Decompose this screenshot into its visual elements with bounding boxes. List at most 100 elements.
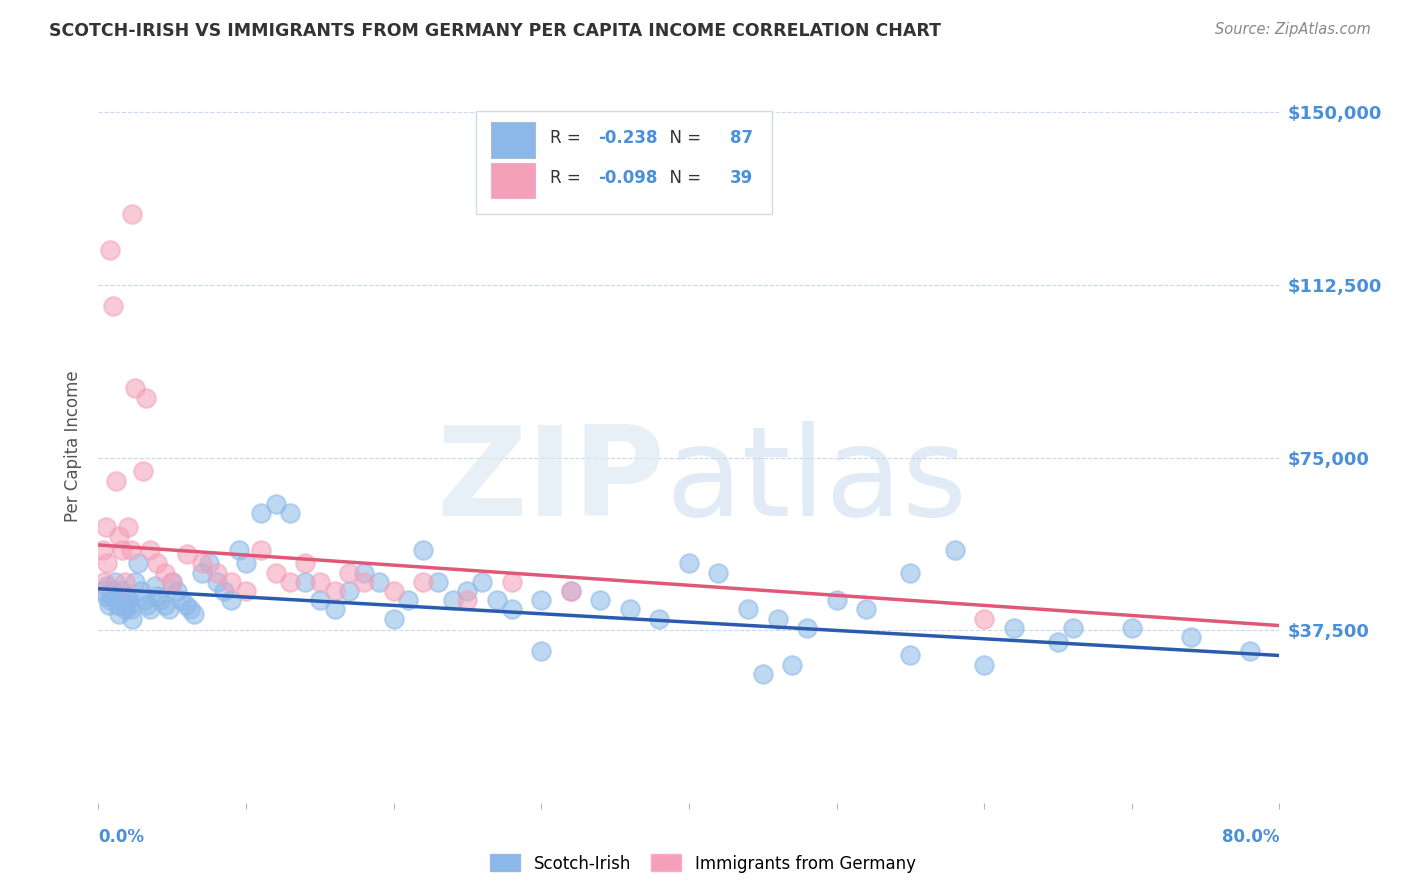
Point [782,657,804,672]
Point [501,602,523,616]
Point [120,542,142,557]
Point [412,574,434,589]
Text: Source: ZipAtlas.com: Source: ZipAtlas.com [1215,22,1371,37]
Text: N =: N = [659,169,707,187]
Point [191,557,214,571]
Text: -0.238: -0.238 [598,128,658,146]
Point [124,574,146,589]
Point [170,593,193,607]
Point [139,602,162,616]
Point [121,206,143,220]
Point [280,574,302,589]
Point [280,506,302,520]
FancyBboxPatch shape [491,162,536,198]
Point [796,621,818,635]
Point [1002,621,1025,635]
Point [294,557,316,571]
Point [100,589,122,603]
Point [294,574,316,589]
Point [619,602,641,616]
Point [205,566,228,580]
Point [114,602,136,616]
Point [157,602,180,616]
Point [589,593,612,607]
Point [678,557,700,571]
Point [427,574,450,589]
Point [486,593,509,607]
Point [129,584,152,599]
Point [134,593,156,607]
Point [441,593,464,607]
Text: atlas: atlas [665,421,967,542]
Point [179,602,201,616]
Point [221,593,243,607]
Point [127,557,149,571]
Point [121,612,143,626]
Point [117,593,139,607]
Point [752,666,775,681]
Point [96,557,118,571]
Point [382,584,405,599]
Point [398,593,420,607]
Point [146,589,169,603]
Point [323,602,346,616]
Point [353,566,375,580]
Point [111,542,134,557]
Point [94,589,117,603]
Point [235,557,257,571]
FancyBboxPatch shape [491,122,536,158]
Point [112,598,135,612]
Point [153,566,176,580]
Point [139,542,162,557]
Point [457,584,479,599]
Point [162,574,183,589]
Point [105,474,128,488]
Point [103,584,125,599]
FancyBboxPatch shape [477,111,772,214]
Point [132,464,155,478]
Point [166,584,188,599]
Point [94,519,117,533]
Point [108,529,131,543]
Point [339,584,361,599]
Point [118,598,141,612]
Point [98,244,121,258]
Point [183,607,205,621]
Point [309,574,332,589]
Point [973,657,995,672]
Y-axis label: Per Capita Income: Per Capita Income [65,370,83,522]
Point [560,584,582,599]
Point [368,574,391,589]
Point [530,593,553,607]
Point [162,574,183,589]
Text: 0.0%: 0.0% [98,828,145,846]
Point [143,579,166,593]
Point [205,574,228,589]
Text: -0.098: -0.098 [598,169,658,187]
Point [108,607,131,621]
Point [250,542,273,557]
Point [766,612,789,626]
Point [339,566,361,580]
Point [855,602,877,616]
Point [235,584,257,599]
Point [530,644,553,658]
Point [105,589,128,603]
Point [1121,621,1143,635]
Point [91,584,114,599]
Point [309,593,332,607]
Point [973,612,995,626]
Point [107,598,129,612]
Point [943,542,966,557]
Point [153,598,176,612]
Point [191,566,214,580]
Legend: Scotch-Irish, Immigrants from Germany: Scotch-Irish, Immigrants from Germany [484,847,922,880]
Point [457,593,479,607]
Point [103,299,125,313]
Point [1047,634,1070,648]
Point [264,497,287,511]
Point [471,574,494,589]
Text: R =: R = [550,128,585,146]
Text: SCOTCH-IRISH VS IMMIGRANTS FROM GERMANY PER CAPITA INCOME CORRELATION CHART: SCOTCH-IRISH VS IMMIGRANTS FROM GERMANY … [49,22,941,40]
Point [120,602,142,616]
